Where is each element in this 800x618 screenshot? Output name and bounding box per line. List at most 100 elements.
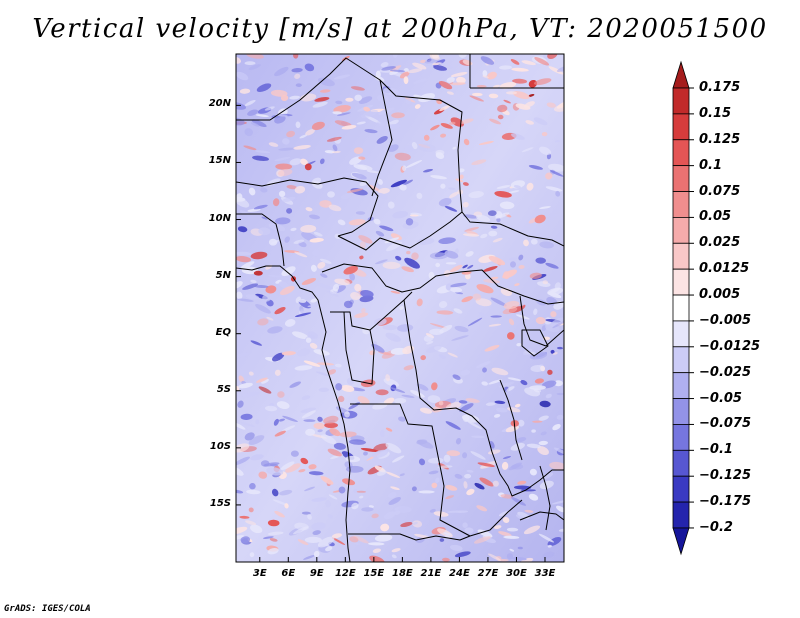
velocity-patch (293, 54, 299, 59)
velocity-patch (319, 89, 331, 93)
velocity-patch (248, 507, 254, 513)
border-segment (519, 511, 564, 521)
velocity-patch (534, 57, 550, 66)
colorbar-label: 0.025 (699, 235, 741, 251)
velocity-patch (340, 193, 352, 200)
velocity-patch (480, 56, 495, 65)
velocity-patch (433, 65, 447, 71)
lon-label: 15E (363, 568, 385, 579)
velocity-patch (359, 241, 366, 249)
lat-label: 10S (209, 440, 231, 452)
velocity-patch (280, 461, 295, 470)
velocity-patch (273, 418, 279, 426)
velocity-patch (533, 308, 538, 316)
velocity-patch (240, 422, 255, 428)
velocity-patch (294, 251, 308, 258)
velocity-patch (341, 385, 355, 392)
colorbar-label: −0.0125 (699, 338, 761, 354)
velocity-patch (530, 238, 538, 245)
velocity-patch (521, 147, 534, 153)
velocity-patch (294, 365, 313, 371)
velocity-patch (339, 431, 357, 438)
velocity-patch (361, 308, 366, 314)
lon-label: 6E (281, 568, 296, 579)
colorbar-label: 0.075 (699, 183, 741, 199)
velocity-patch (541, 131, 548, 137)
velocity-patch (480, 233, 488, 239)
velocity-patch (376, 470, 387, 476)
velocity-patch (414, 533, 430, 539)
velocity-patch (533, 117, 548, 126)
velocity-patch (546, 102, 556, 108)
velocity-patch (440, 133, 447, 138)
velocity-patch (320, 434, 337, 445)
velocity-patch (464, 273, 471, 280)
velocity-patch (507, 332, 515, 340)
velocity-patch (547, 291, 562, 299)
velocity-patch (350, 292, 361, 300)
velocity-patch (334, 120, 352, 127)
velocity-patch (437, 465, 453, 469)
velocity-patch (236, 255, 252, 263)
velocity-patch (445, 495, 455, 500)
velocity-patch (503, 99, 511, 104)
velocity-patch (348, 219, 366, 226)
velocity-patch (372, 548, 382, 553)
velocity-patch (317, 261, 326, 269)
velocity-patch (238, 382, 253, 389)
velocity-patch (510, 58, 520, 65)
velocity-patch (344, 411, 350, 418)
velocity-patch (435, 477, 440, 484)
velocity-patch (485, 402, 496, 406)
velocity-patch (430, 175, 447, 180)
map-title: Vertical velocity [m/s] at 200hPa, VT: 2… (32, 14, 768, 44)
colorbar-swatch (672, 475, 690, 503)
velocity-patch (313, 231, 323, 237)
velocity-patch (387, 144, 399, 152)
velocity-patch (300, 457, 309, 465)
velocity-patch (387, 201, 395, 209)
lon-label: 21E (420, 568, 442, 579)
velocity-patch (373, 218, 381, 225)
velocity-patch (491, 367, 509, 376)
velocity-patch (453, 308, 463, 314)
velocity-patch (244, 128, 253, 137)
velocity-patch (236, 198, 250, 208)
colorbar-swatch (672, 398, 690, 425)
velocity-patch (384, 237, 400, 244)
velocity-patch (509, 548, 515, 552)
velocity-patch (318, 387, 330, 392)
velocity-patch (547, 163, 564, 172)
velocity-patch (253, 204, 268, 210)
velocity-patch (379, 429, 385, 438)
velocity-patch (301, 410, 316, 419)
velocity-patch (248, 371, 254, 376)
velocity-patch (275, 217, 291, 225)
colorbar-swatch (672, 242, 690, 270)
velocity-patch (439, 538, 445, 542)
velocity-patch (372, 449, 389, 459)
velocity-patch (334, 363, 342, 368)
velocity-patch (472, 293, 482, 301)
velocity-patch (252, 155, 269, 161)
velocity-patch (345, 97, 354, 102)
velocity-patch (547, 537, 562, 547)
velocity-patch (385, 374, 391, 382)
velocity-patch (487, 71, 497, 80)
velocity-patch (402, 165, 407, 171)
velocity-patch (483, 266, 498, 272)
velocity-patch (530, 364, 545, 373)
velocity-patch (518, 254, 524, 261)
velocity-patch (239, 515, 250, 519)
velocity-patch (317, 77, 335, 87)
velocity-patch (499, 65, 512, 70)
velocity-patch (487, 553, 502, 561)
velocity-patch (548, 66, 564, 75)
velocity-patch (305, 129, 315, 136)
colorbar-swatch (672, 449, 690, 477)
velocity-patch (383, 511, 396, 520)
velocity-patch (473, 536, 491, 544)
velocity-patch (547, 54, 558, 60)
velocity-patch (547, 544, 552, 548)
velocity-patch (309, 342, 318, 349)
